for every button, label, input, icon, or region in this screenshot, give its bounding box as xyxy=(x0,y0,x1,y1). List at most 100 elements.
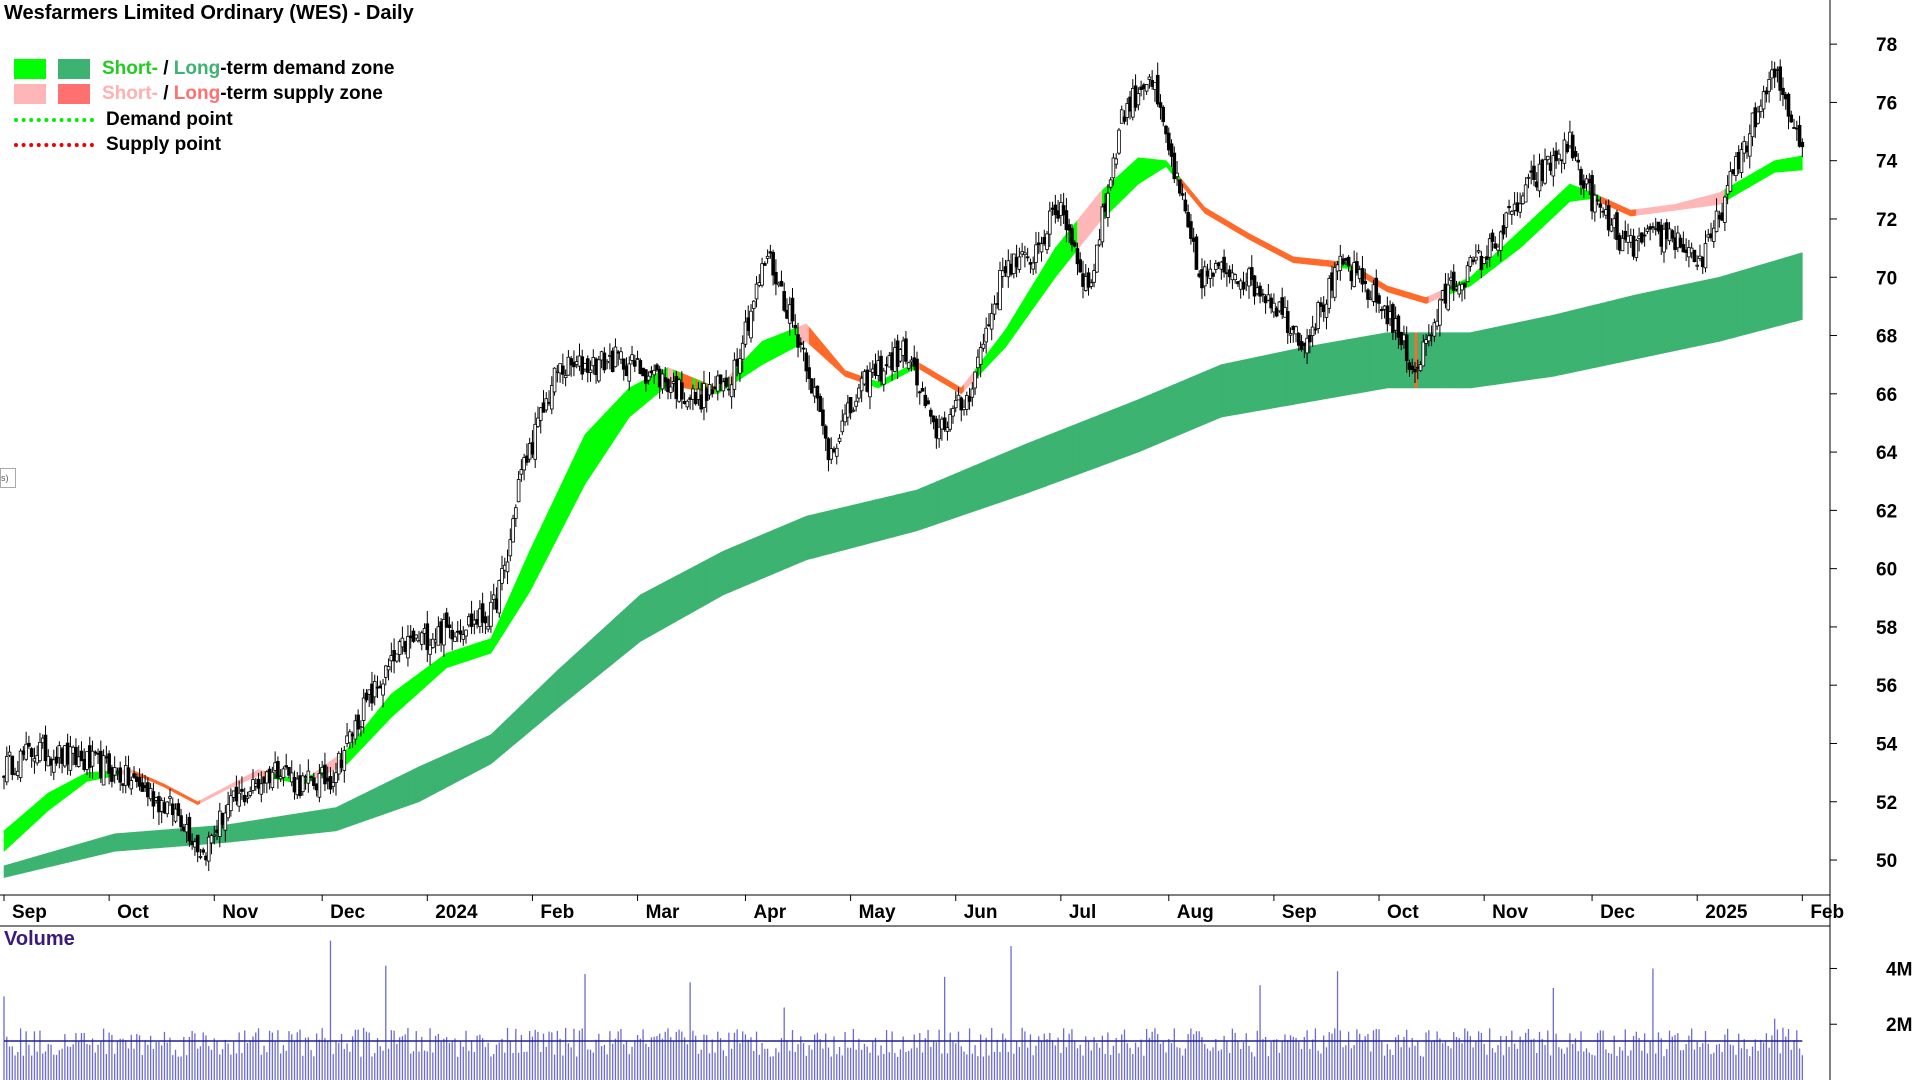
candle-body xyxy=(101,755,106,786)
long-zone-segment xyxy=(980,461,984,510)
short-zone-segment xyxy=(537,527,542,576)
candle-body xyxy=(187,816,192,842)
candle-body xyxy=(1598,203,1603,208)
long-zone-segment xyxy=(1129,401,1134,456)
candle-body xyxy=(442,618,446,646)
short-zone-segment xyxy=(570,457,575,512)
candle-body xyxy=(118,767,123,783)
short-zone-segment xyxy=(1273,246,1277,255)
short-zone-segment xyxy=(208,793,212,800)
candle-body xyxy=(464,629,468,637)
short-zone-segment xyxy=(814,333,818,353)
long-zone-segment xyxy=(1218,364,1222,419)
long-zone-segment xyxy=(1705,279,1709,345)
short-zone-segment xyxy=(1652,206,1656,214)
short-zone-segment xyxy=(1561,188,1565,210)
candle-body xyxy=(680,382,684,400)
candle-body xyxy=(165,801,170,815)
short-zone-segment xyxy=(579,440,583,496)
short-zone-segment xyxy=(1248,233,1253,242)
candle-body xyxy=(348,731,352,744)
long-zone-segment xyxy=(900,492,904,536)
short-zone-segment xyxy=(1475,268,1479,283)
long-zone-segment xyxy=(236,822,240,842)
long-zone-segment xyxy=(1110,409,1114,463)
long-zone-segment xyxy=(1215,365,1219,420)
candle-body xyxy=(1800,141,1805,148)
long-zone-segment xyxy=(1503,324,1507,384)
long-zone-segment xyxy=(1638,293,1643,359)
legend-demand-point: Demand point xyxy=(14,107,394,133)
short-zone-segment xyxy=(518,569,522,611)
candle-body xyxy=(804,352,809,372)
short-zone-segment xyxy=(1201,203,1206,214)
short-zone-segment xyxy=(604,410,608,456)
candle-body xyxy=(1017,256,1022,270)
long-zone-segment xyxy=(866,500,871,545)
long-zone-segment xyxy=(1696,280,1701,347)
candle-body xyxy=(206,836,211,862)
long-zone-segment xyxy=(100,836,104,855)
short-zone-segment xyxy=(476,641,481,659)
short-zone-segment xyxy=(460,647,464,664)
short-zone-segment xyxy=(1292,256,1297,264)
short-zone-segment xyxy=(468,644,472,661)
long-zone-segment xyxy=(1519,321,1524,382)
short-zone-segment xyxy=(747,352,752,375)
candle-body xyxy=(356,714,360,730)
candle-body xyxy=(724,377,728,387)
short-zone-segment xyxy=(781,332,785,355)
long-zone-segment xyxy=(692,565,696,613)
short-zone-segment xyxy=(559,481,564,533)
candle-body xyxy=(1363,280,1368,284)
candle-body xyxy=(953,399,958,409)
long-zone-segment xyxy=(604,624,608,672)
candle-body xyxy=(270,771,275,789)
long-zone-segment xyxy=(487,734,492,766)
short-zone-segment xyxy=(523,557,528,602)
long-zone-segment xyxy=(103,835,107,855)
long-zone-segment xyxy=(850,504,854,549)
candle-body xyxy=(1678,237,1683,248)
candle-body xyxy=(790,297,795,322)
long-zone-segment xyxy=(249,820,254,841)
long-zone-segment xyxy=(1099,413,1103,467)
candle-body xyxy=(364,692,369,701)
long-zone-segment xyxy=(1796,253,1800,322)
short-zone-segment xyxy=(615,398,619,440)
long-zone-segment xyxy=(864,501,868,545)
long-zone-segment xyxy=(1262,354,1266,411)
short-zone-segment xyxy=(573,451,578,506)
candle-body xyxy=(1086,272,1091,288)
long-zone-segment xyxy=(880,497,885,541)
short-zone-segment xyxy=(1295,256,1300,264)
long-zone-segment xyxy=(1663,287,1668,354)
long-zone-segment xyxy=(1221,363,1225,418)
candle-body xyxy=(834,447,839,457)
candle-body xyxy=(1064,210,1069,231)
long-zone-segment xyxy=(1752,266,1756,334)
long-zone-segment xyxy=(241,821,245,842)
candle-body xyxy=(782,291,786,311)
long-zone-segment xyxy=(1500,325,1504,385)
candle-body xyxy=(1418,364,1423,372)
x-tick-label: Apr xyxy=(753,902,786,923)
long-zone-segment xyxy=(626,604,630,654)
candle-body xyxy=(1728,171,1733,192)
long-zone-segment xyxy=(1666,287,1670,353)
short-zone-segment xyxy=(584,430,589,486)
long-zone-segment xyxy=(418,765,423,803)
long-zone-segment xyxy=(1511,322,1515,383)
candle-body xyxy=(1280,297,1285,315)
x-tick-label: 2024 xyxy=(435,902,478,923)
long-zone-segment xyxy=(1550,314,1554,378)
candle-body xyxy=(112,767,117,776)
short-zone-segment xyxy=(554,492,558,544)
long-zone-segment xyxy=(922,486,926,530)
long-zone-segment xyxy=(144,830,149,850)
long-zone-segment xyxy=(673,575,677,624)
short-zone-segment xyxy=(806,323,810,345)
short-zone-segment xyxy=(1038,269,1042,302)
long-zone-segment xyxy=(1162,387,1167,443)
short-zone-segment xyxy=(230,782,234,789)
